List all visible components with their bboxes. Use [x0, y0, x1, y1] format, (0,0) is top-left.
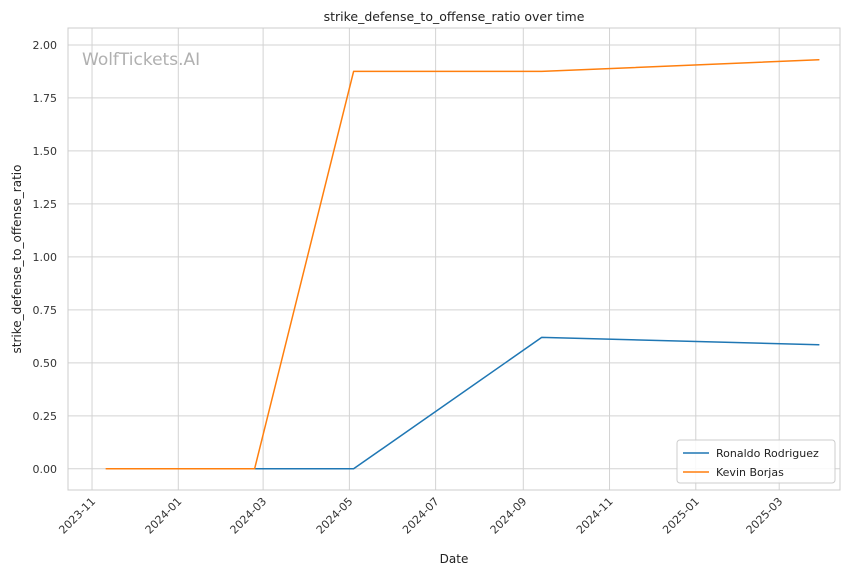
legend-box — [676, 439, 836, 484]
y-tick-label: 1.50 — [33, 145, 58, 158]
grid-lines — [68, 28, 840, 490]
plot-background — [68, 28, 840, 490]
plot-frame — [67, 27, 841, 491]
x-tick-label: 2025-01 — [660, 495, 702, 537]
legend-label: Ronaldo Rodriguez — [716, 447, 819, 460]
y-tick-label: 1.00 — [33, 251, 58, 264]
x-tick-label: 2024-01 — [143, 495, 185, 537]
series-line-ronaldo-rodriguez — [253, 336, 820, 470]
series-lines — [105, 59, 820, 470]
x-tick-label: 2024-03 — [228, 495, 270, 537]
y-tick-label: 1.25 — [33, 198, 58, 211]
watermark: WolfTickets.AI — [82, 50, 200, 70]
series-line-kevin-borjas — [105, 59, 820, 470]
x-tick-label: 2024-05 — [314, 495, 356, 537]
y-axis-title: strike_defense_to_offense_ratio — [10, 165, 24, 354]
y-tick-label: 1.75 — [33, 92, 58, 105]
legend: Ronaldo Rodriguez Kevin Borjas — [676, 439, 836, 484]
y-tick-label: 0.00 — [33, 463, 58, 476]
x-tick-label: 2024-07 — [400, 495, 442, 537]
chart-title: strike_defense_to_offense_ratio over tim… — [324, 9, 585, 24]
legend-label: Kevin Borjas — [716, 466, 784, 479]
x-tick-label: 2025-03 — [744, 495, 786, 537]
y-tick-label: 0.25 — [33, 410, 58, 423]
y-tick-label: 0.75 — [33, 304, 58, 317]
x-tick-label: 2024-11 — [574, 495, 616, 537]
y-tick-label: 0.50 — [33, 357, 58, 370]
x-axis-title: Date — [440, 552, 469, 566]
y-tick-label: 2.00 — [33, 39, 58, 52]
x-tick-label: 2023-11 — [56, 495, 98, 537]
x-tick-label: 2024-09 — [488, 495, 530, 537]
